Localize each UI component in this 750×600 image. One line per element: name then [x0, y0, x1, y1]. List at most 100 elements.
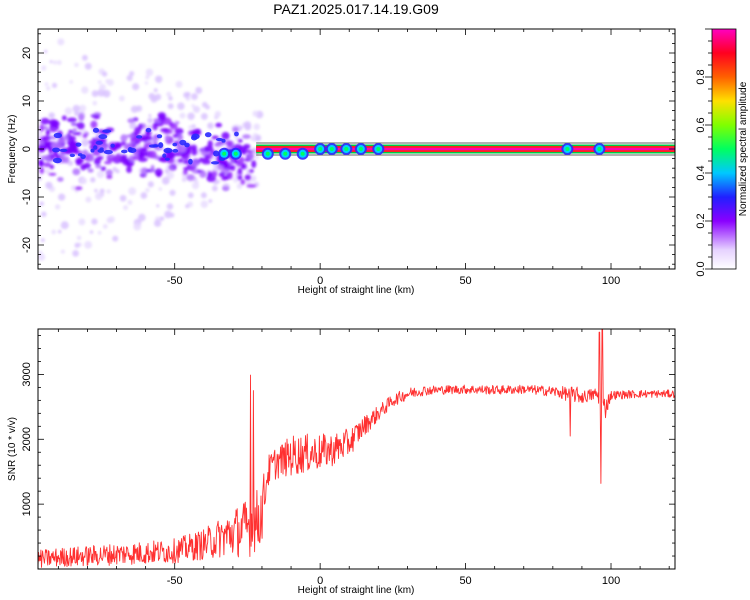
scatter-blob — [40, 238, 45, 243]
scatter-blob — [216, 179, 220, 184]
cluster-blob — [186, 174, 195, 181]
cluster-blob — [61, 115, 67, 121]
scatter-blob — [155, 75, 163, 83]
cluster-blob — [177, 133, 184, 142]
blue-patch — [69, 153, 76, 158]
cluster-blob — [198, 157, 205, 163]
scatter-blob — [135, 105, 143, 112]
x-tick-label: 100 — [602, 275, 620, 287]
blue-patch — [179, 139, 187, 146]
x-tick-label: 50 — [459, 275, 471, 287]
blue-patch — [215, 137, 224, 142]
cluster-blob — [245, 149, 252, 154]
scatter-blob — [252, 110, 259, 117]
scatter-blob — [112, 235, 119, 242]
spectrogram-x-axis-label: Height of straight line (km) — [298, 285, 415, 296]
scatter-blob — [112, 167, 118, 172]
cluster-blob — [39, 124, 44, 132]
cluster-blob — [63, 135, 69, 141]
scatter-blob — [101, 71, 108, 77]
blue-patch — [158, 142, 164, 149]
scatter-blob — [74, 62, 79, 68]
scatter-blob — [255, 136, 261, 142]
blue-patch — [52, 147, 61, 153]
cluster-blob — [48, 172, 57, 176]
cluster-blob — [243, 158, 252, 162]
scatter-blob — [38, 152, 42, 158]
scatter-blob — [156, 204, 160, 208]
scatter-blob — [145, 187, 150, 193]
cluster-blob — [228, 171, 233, 180]
cluster-blob — [152, 122, 158, 131]
cluster-blob — [48, 119, 59, 126]
scatter-blob — [84, 240, 93, 249]
cluster-blob — [190, 144, 197, 151]
scatter-blob — [166, 91, 172, 97]
scatter-blob — [118, 95, 125, 102]
scatter-blob — [91, 218, 98, 225]
scatter-blob — [57, 38, 65, 46]
blue-patch — [136, 135, 143, 139]
scatter-blob — [153, 219, 162, 227]
cluster-blob — [80, 163, 87, 171]
cluster-blob — [222, 186, 230, 191]
scatter-blob — [79, 104, 87, 112]
scatter-blob — [74, 242, 80, 248]
scatter-blob — [81, 86, 89, 94]
scatter-blob — [129, 121, 137, 130]
cluster-blob — [126, 134, 135, 138]
blob-core — [329, 147, 334, 151]
x-tick-label: 0 — [317, 275, 323, 287]
scatter-blob — [188, 125, 193, 130]
scatter-blob — [106, 79, 114, 86]
cluster-blob — [134, 127, 141, 135]
scatter-blob — [200, 200, 209, 208]
band-core — [256, 147, 675, 151]
scatter-blob — [52, 60, 57, 65]
blue-patches — [52, 127, 239, 165]
scatter-blob — [127, 199, 133, 205]
scatter-blob — [187, 112, 195, 121]
scatter-blob — [67, 160, 74, 166]
scatter-blob — [158, 187, 163, 191]
scatter-blob — [208, 199, 213, 203]
blue-patch — [204, 132, 212, 138]
scatter-blob — [159, 216, 165, 221]
scatter-blob — [254, 154, 260, 160]
cluster-blob — [100, 166, 107, 171]
blue-patch — [99, 147, 104, 151]
scatter-blob — [58, 193, 66, 201]
scatter-blob — [200, 112, 208, 120]
cluster-blob — [127, 118, 136, 124]
colorbar-tick-label: 0.6 — [695, 117, 707, 132]
blue-patch — [172, 148, 179, 153]
scatter-blob — [90, 177, 96, 183]
scatter-blob — [89, 230, 94, 234]
cluster-blob — [39, 167, 45, 174]
scatter-blob — [94, 188, 98, 193]
scatter-blob — [72, 104, 81, 113]
scatter-blob — [43, 49, 48, 54]
scatter-blob — [102, 89, 111, 98]
blue-patch — [121, 149, 128, 154]
cluster-blob — [218, 172, 226, 178]
cluster-blob — [106, 174, 113, 179]
scatter-blob — [94, 192, 103, 201]
scatter-blob — [193, 106, 201, 114]
cluster-blob — [115, 153, 121, 162]
scatter-blob — [200, 192, 207, 199]
y-tick-label: 0 — [21, 146, 33, 152]
cluster-blob — [244, 174, 251, 181]
scatter-blob — [201, 101, 208, 108]
scatter-blob — [144, 81, 149, 85]
spectrogram-y-axis-label: Frequency (Hz) — [7, 115, 18, 184]
cluster-blob — [38, 144, 46, 152]
cluster-blob — [215, 141, 223, 147]
y-tick-label: 2000 — [21, 427, 33, 451]
scatter-blob — [99, 83, 106, 91]
blue-patch — [103, 149, 113, 155]
scatter-blob — [148, 114, 152, 118]
scatter-blob — [140, 192, 148, 199]
cluster-blob — [43, 162, 52, 168]
